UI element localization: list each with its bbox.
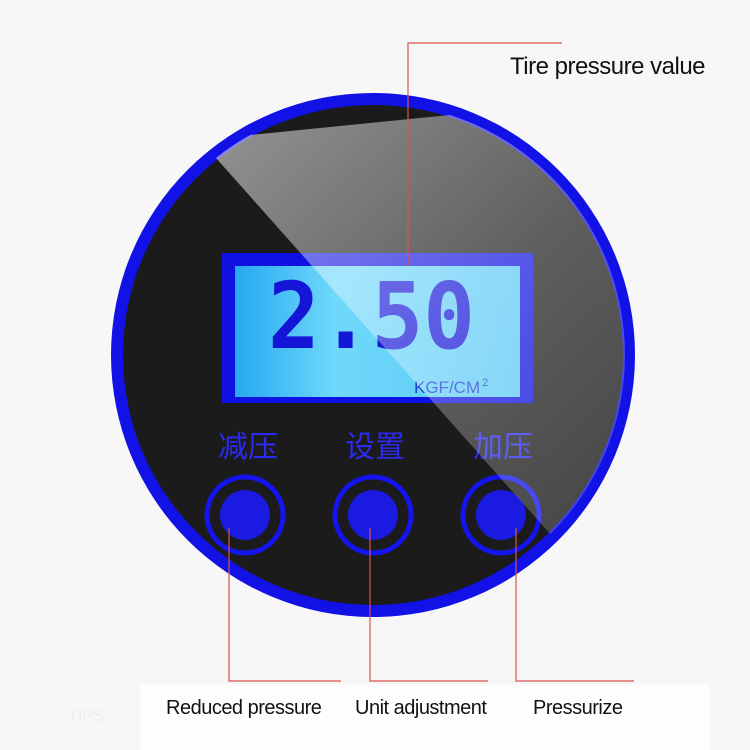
label-strip [140, 684, 710, 750]
glass-glare [200, 103, 625, 560]
button-label-set: 设置 [345, 430, 405, 465]
leader-lines [228, 42, 634, 682]
decrease-button[interactable] [204, 474, 286, 556]
callout-unit-adjustment: Unit adjustment [355, 697, 487, 719]
callout-pressurize: Pressurize [533, 697, 623, 719]
watermark-text: TIPS [68, 706, 104, 725]
button-label-decrease: 减压 [218, 430, 278, 465]
set-button[interactable] [332, 474, 414, 556]
callout-tire-pressure: Tire pressure value [510, 53, 706, 80]
callout-reduced-pressure: Reduced pressure [166, 697, 322, 719]
